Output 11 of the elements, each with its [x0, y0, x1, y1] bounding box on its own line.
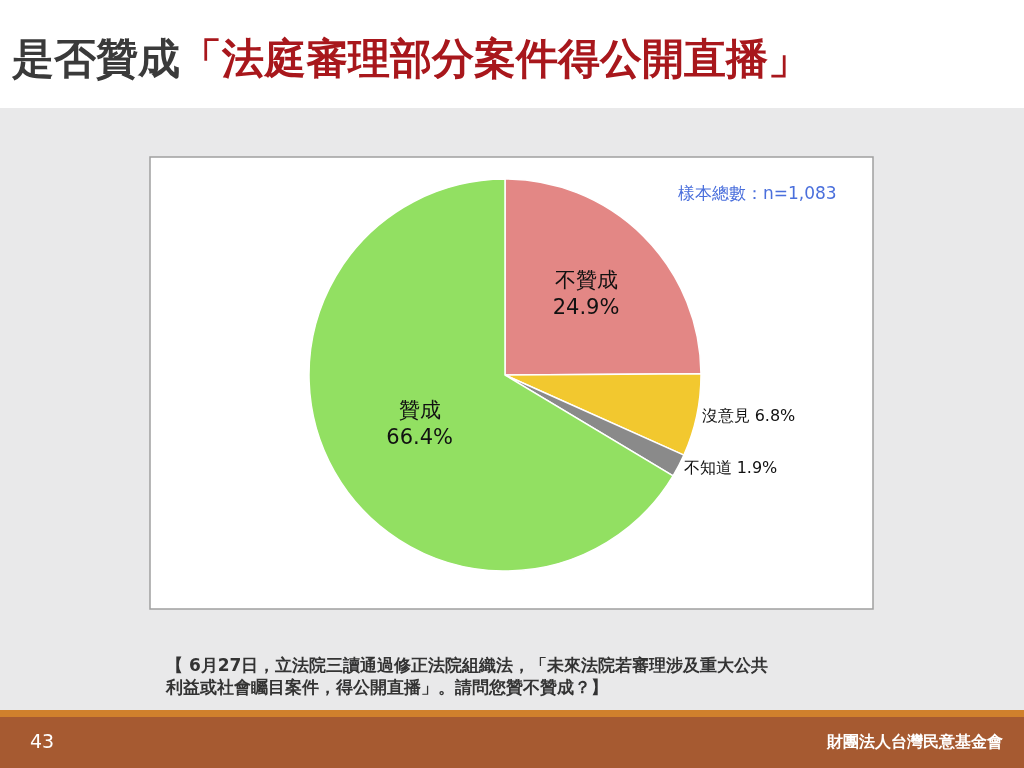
slice-label: 沒意見 6.8% — [701, 406, 796, 426]
chart-title: 是否贊成「法庭審理部分案件得公開直播」 — [11, 33, 810, 83]
slice-label: 贊成 — [398, 397, 441, 422]
text: 財團法人台灣民意基金會 — [826, 732, 1003, 751]
slice-label: 不知道 1.9% — [683, 458, 778, 478]
text: 樣本總數：n=1,083 — [678, 183, 837, 203]
data-label: 66.4% — [386, 424, 454, 449]
data-label: 24.9% — [552, 295, 620, 320]
text: 43 — [30, 730, 55, 752]
text: 【 6月27日，立法院三讀通過修正法院組織法，「未來法院若審理涉及重大公共利益或社會矚目案件，得公開直播」。請問您贊不贊成？】 — [165, 655, 769, 698]
slice-label: 不贊成 — [554, 267, 618, 292]
